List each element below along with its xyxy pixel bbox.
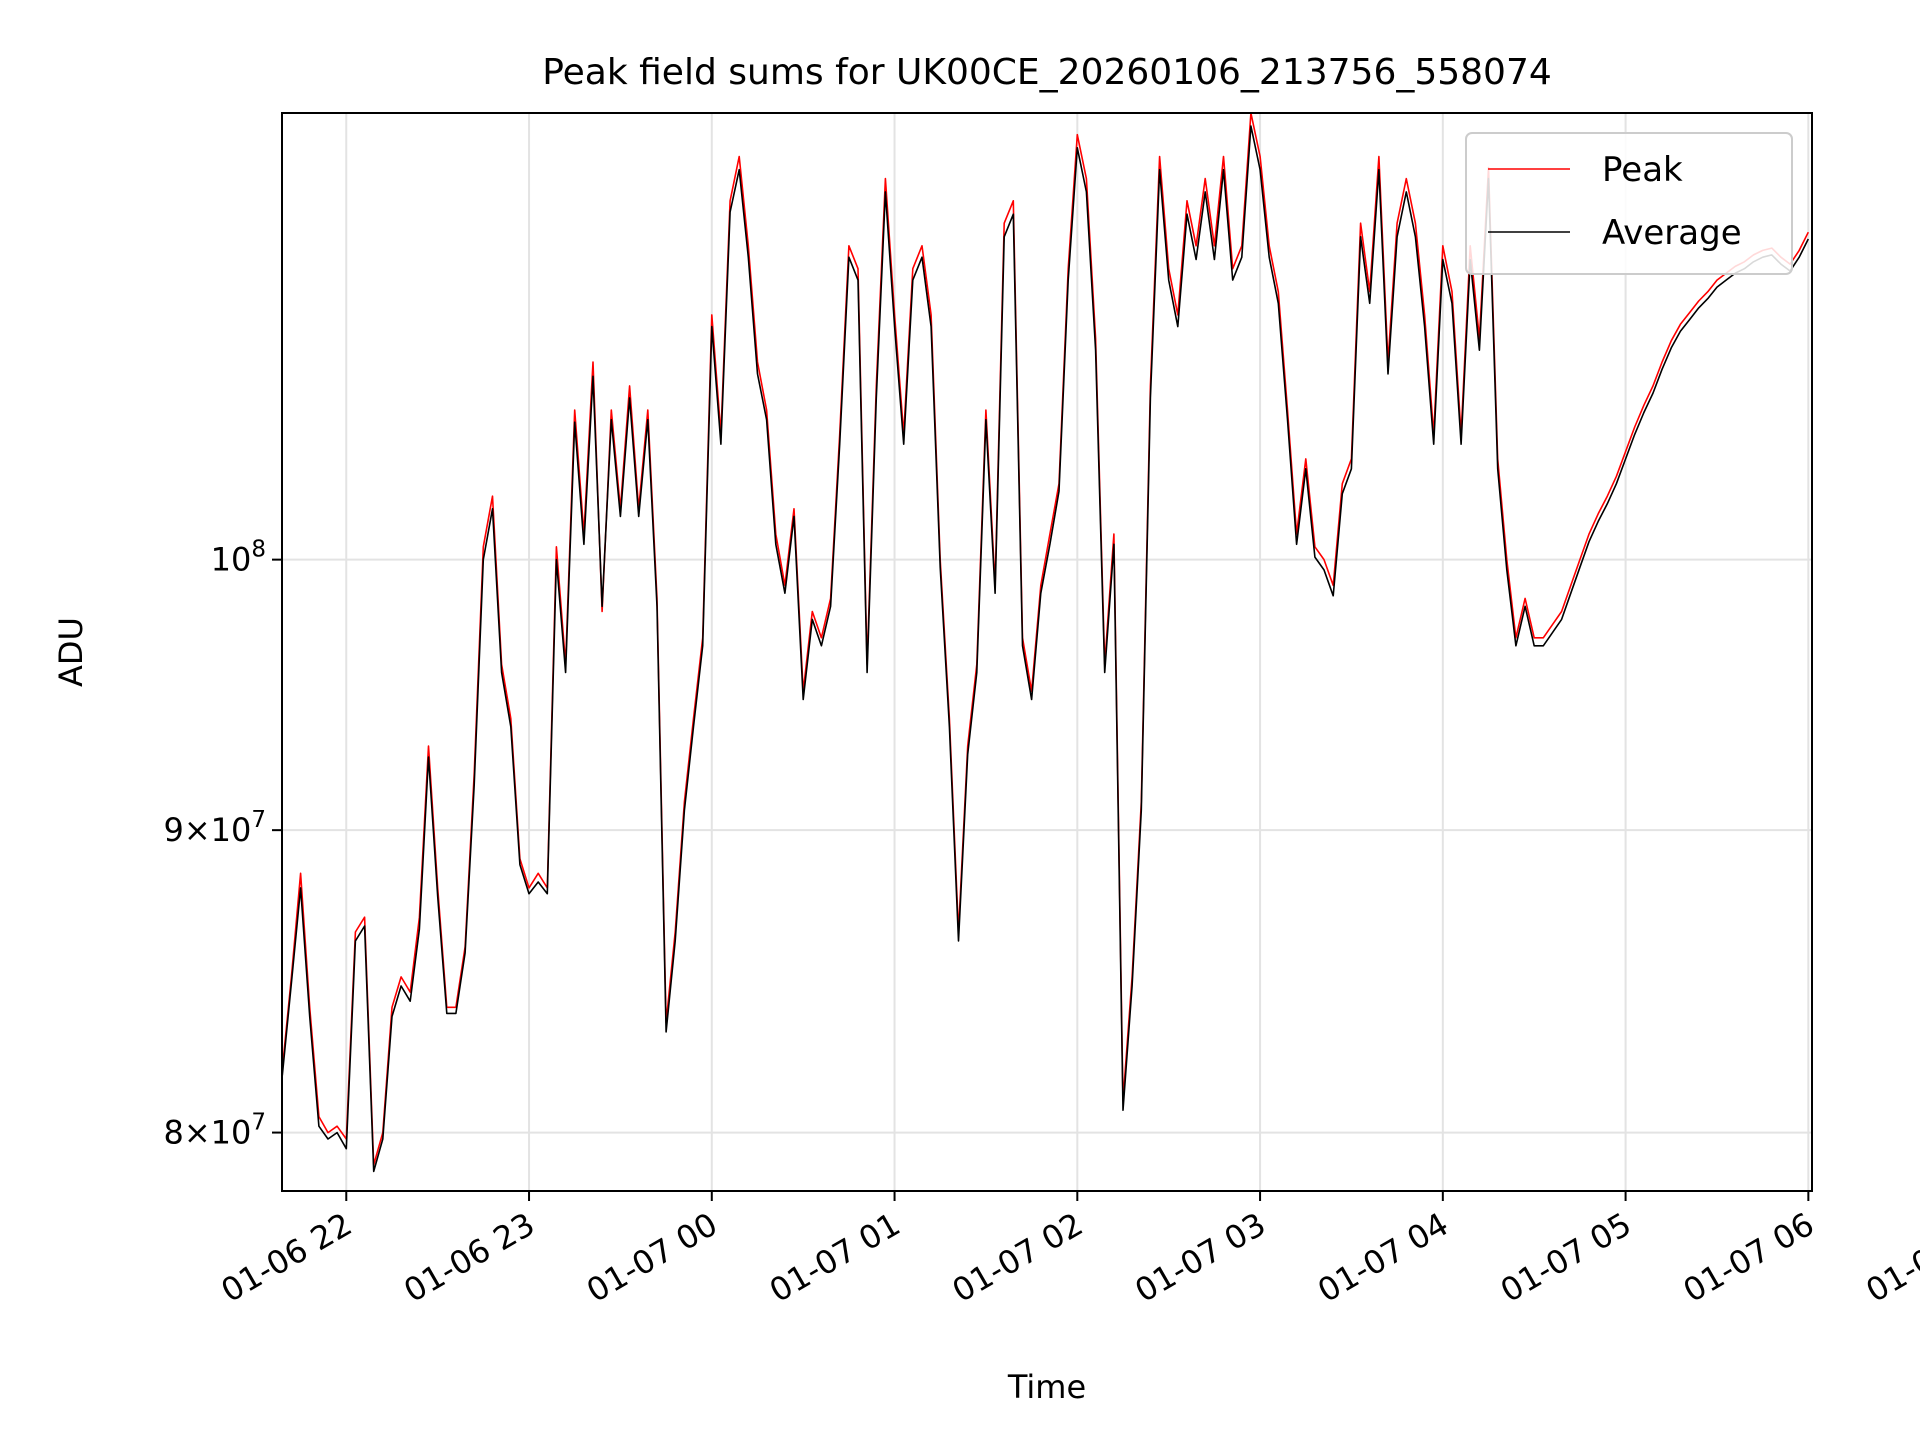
series-line-peak (282, 113, 1810, 1166)
grid-lines (282, 113, 1812, 1191)
y-tick-label: 8×107 (163, 1110, 266, 1152)
legend: Peak Average (1465, 132, 1793, 275)
plot-frame (281, 112, 1813, 1192)
legend-peak-label: Peak (1602, 150, 1683, 190)
y-axis: 8×107 9×107 108 (163, 537, 282, 1152)
y-tick-label: 9×107 (163, 807, 266, 849)
y-tick-label: 108 (211, 537, 266, 579)
series-line-average (282, 125, 1810, 1173)
legend-average-label: Average (1602, 213, 1742, 253)
chart-title: Peak field sums for UK00CE_20260106_2137… (542, 52, 1552, 93)
data-series (282, 113, 1810, 1173)
y-axis-label: ADU (52, 617, 90, 687)
x-axis-label: Time (1007, 1368, 1086, 1406)
